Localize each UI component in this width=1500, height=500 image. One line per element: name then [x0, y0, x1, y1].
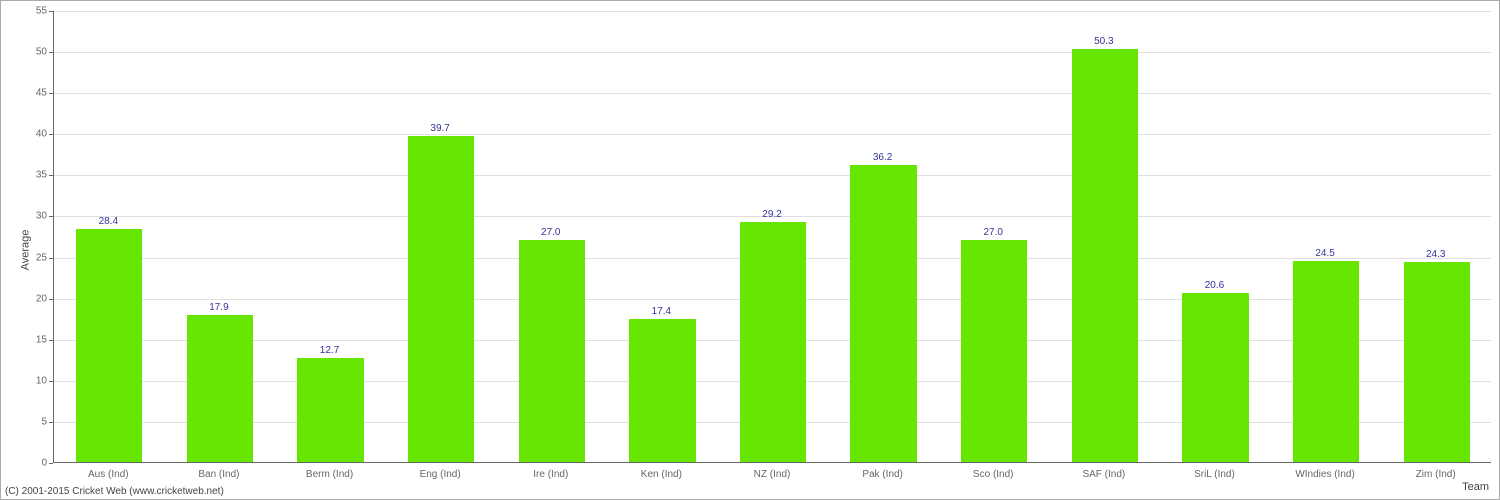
x-tick-label: Zim (Ind): [1416, 469, 1456, 480]
x-tick-label: Berm (Ind): [306, 469, 353, 480]
y-tick-mark: [49, 175, 53, 176]
bar-value-label: 29.2: [762, 209, 781, 220]
bar: [519, 240, 585, 462]
y-tick-label: 10: [7, 375, 47, 386]
y-tick-label: 50: [7, 47, 47, 58]
x-tick-label: SAF (Ind): [1082, 469, 1125, 480]
bar: [408, 136, 474, 462]
y-tick-mark: [49, 11, 53, 12]
copyright-text: (C) 2001-2015 Cricket Web (www.cricketwe…: [5, 486, 224, 497]
gridline: [54, 175, 1491, 176]
bar: [740, 222, 806, 462]
y-tick-mark: [49, 340, 53, 341]
y-tick-mark: [49, 381, 53, 382]
x-tick-label: Aus (Ind): [88, 469, 129, 480]
y-tick-label: 55: [7, 6, 47, 17]
y-tick-mark: [49, 299, 53, 300]
x-tick-label: NZ (Ind): [754, 469, 791, 480]
x-tick-label: WIndies (Ind): [1295, 469, 1354, 480]
bar-value-label: 39.7: [430, 123, 449, 134]
y-tick-label: 45: [7, 88, 47, 99]
y-tick-label: 25: [7, 252, 47, 263]
bar-value-label: 28.4: [99, 216, 118, 227]
y-tick-mark: [49, 463, 53, 464]
y-tick-mark: [49, 93, 53, 94]
x-tick-label: SriL (Ind): [1194, 469, 1235, 480]
bar: [850, 165, 916, 462]
y-tick-label: 30: [7, 211, 47, 222]
y-tick-mark: [49, 258, 53, 259]
bar-value-label: 12.7: [320, 345, 339, 356]
bar-value-label: 36.2: [873, 152, 892, 163]
x-axis-label: Team: [1462, 481, 1489, 493]
y-tick-mark: [49, 134, 53, 135]
bar-value-label: 50.3: [1094, 36, 1113, 47]
x-tick-label: Ken (Ind): [641, 469, 682, 480]
bar-value-label: 24.5: [1315, 248, 1334, 259]
y-tick-label: 35: [7, 170, 47, 181]
y-tick-label: 0: [7, 458, 47, 469]
bar: [1072, 49, 1138, 462]
x-tick-label: Pak (Ind): [862, 469, 903, 480]
plot-area: [53, 11, 1491, 463]
y-tick-label: 15: [7, 334, 47, 345]
y-axis-label: Average: [19, 230, 31, 271]
bar-value-label: 17.4: [652, 306, 671, 317]
x-tick-label: Ire (Ind): [533, 469, 568, 480]
chart-container: Average Team (C) 2001-2015 Cricket Web (…: [0, 0, 1500, 500]
y-tick-label: 40: [7, 129, 47, 140]
bar: [629, 319, 695, 462]
bar-value-label: 24.3: [1426, 249, 1445, 260]
bar-value-label: 20.6: [1205, 280, 1224, 291]
bar: [297, 358, 363, 462]
y-tick-mark: [49, 52, 53, 53]
bar: [1182, 293, 1248, 462]
y-tick-label: 20: [7, 293, 47, 304]
y-tick-mark: [49, 216, 53, 217]
bar-value-label: 27.0: [983, 227, 1002, 238]
x-tick-label: Ban (Ind): [198, 469, 239, 480]
gridline: [54, 52, 1491, 53]
bar-value-label: 27.0: [541, 227, 560, 238]
bar: [76, 229, 142, 462]
gridline: [54, 134, 1491, 135]
y-tick-label: 5: [7, 416, 47, 427]
x-tick-label: Eng (Ind): [420, 469, 461, 480]
bar: [1404, 262, 1470, 462]
y-tick-mark: [49, 422, 53, 423]
bar: [187, 315, 253, 462]
gridline: [54, 11, 1491, 12]
bar: [1293, 261, 1359, 462]
x-tick-label: Sco (Ind): [973, 469, 1014, 480]
bar: [961, 240, 1027, 462]
bar-value-label: 17.9: [209, 302, 228, 313]
gridline: [54, 93, 1491, 94]
